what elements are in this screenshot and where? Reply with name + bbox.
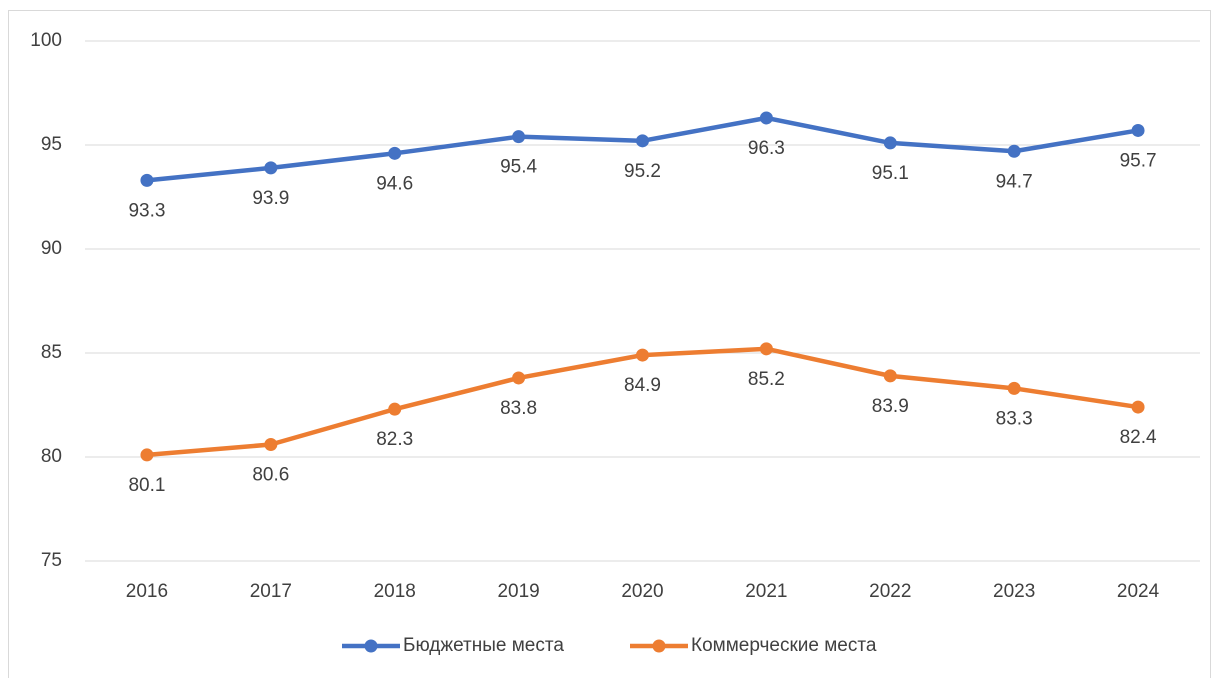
point: [388, 402, 402, 416]
y-tick-label: 85: [41, 342, 62, 363]
point: [883, 136, 897, 150]
legend-marker: [364, 639, 378, 653]
point: [883, 369, 897, 383]
x-tick-label: 2024: [1117, 581, 1160, 602]
x-tick-label: 2022: [869, 581, 911, 602]
data-label: 93.3: [128, 200, 165, 221]
point: [759, 342, 773, 356]
y-tick-label: 95: [41, 134, 62, 155]
chart-frame: [8, 10, 1211, 678]
point: [1131, 400, 1145, 414]
x-tick-label: 2017: [250, 581, 292, 602]
x-tick-label: 2021: [745, 581, 787, 602]
legend-label: Бюджетные места: [403, 635, 564, 656]
data-label: 80.6: [252, 465, 289, 486]
data-label: 95.4: [500, 157, 537, 178]
data-label: 94.7: [996, 171, 1033, 192]
point: [512, 371, 526, 385]
series-line: [144, 346, 1141, 458]
point: [140, 448, 154, 462]
x-tick-label: 2018: [374, 581, 416, 602]
data-label: 80.1: [128, 475, 165, 496]
x-tick-label: 2019: [497, 581, 539, 602]
point: [388, 146, 402, 160]
point: [512, 130, 526, 144]
point: [264, 438, 278, 452]
point: [636, 134, 649, 148]
x-tick-label: 2023: [993, 581, 1035, 602]
x-tick-label: 2016: [126, 581, 168, 602]
data-label: 95.2: [624, 161, 661, 182]
data-label: 96.3: [748, 138, 785, 159]
point: [264, 161, 278, 175]
y-tick-label: 80: [41, 446, 62, 467]
data-label: 83.3: [996, 408, 1033, 429]
data-label: 83.9: [872, 396, 909, 417]
data-label: 95.1: [872, 163, 909, 184]
data-label: 95.7: [1120, 150, 1157, 171]
legend-marker: [652, 639, 666, 653]
legend-label: Коммерческие места: [691, 635, 877, 656]
y-tick-label: 100: [30, 30, 62, 51]
data-label: 93.9: [252, 188, 289, 209]
data-label: 83.8: [500, 398, 537, 419]
point: [759, 111, 773, 125]
point: [1007, 144, 1021, 158]
y-tick-label: 90: [41, 238, 62, 259]
data-label: 85.2: [748, 369, 785, 390]
data-label: 94.6: [376, 173, 413, 194]
point: [1007, 381, 1021, 395]
point: [636, 348, 649, 362]
point: [140, 173, 154, 187]
y-tick-label: 75: [41, 550, 62, 571]
x-tick-label: 2020: [621, 581, 663, 602]
data-label: 84.9: [624, 375, 661, 396]
data-label: 82.4: [1120, 427, 1157, 448]
point: [1131, 123, 1145, 137]
data-label: 82.3: [376, 429, 413, 450]
